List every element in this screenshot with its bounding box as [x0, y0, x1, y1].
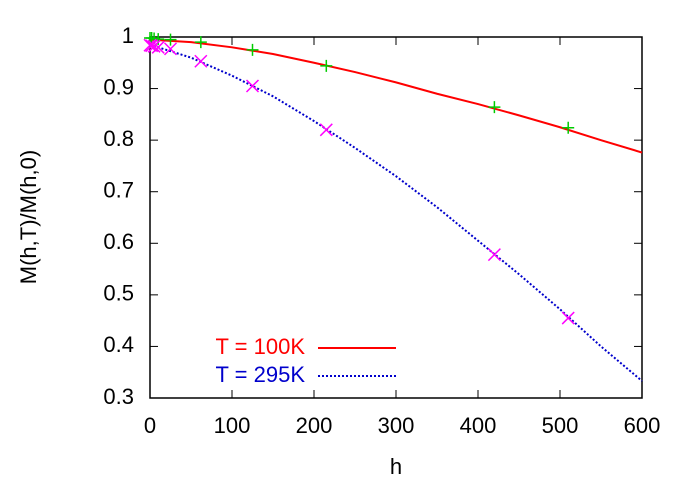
y-axis-label: M(h,T)/M(h,0) [16, 150, 41, 284]
x-tick-label: 100 [214, 413, 251, 438]
x-tick-label: 600 [624, 413, 661, 438]
point-marker [246, 43, 259, 56]
point-marker [488, 101, 501, 114]
point-marker [151, 40, 165, 54]
x-tick-label: 200 [296, 413, 333, 438]
y-tick-label: 0.3 [103, 384, 134, 409]
legend-label: T = 100K [216, 334, 306, 359]
point-marker [245, 79, 260, 93]
y-tick-label: 0.8 [103, 126, 134, 151]
x-tick-label: 0 [144, 413, 156, 438]
y-tick-label: 0.9 [103, 74, 134, 99]
point-marker [164, 33, 177, 46]
x-tick-label: 300 [378, 413, 415, 438]
point-marker [194, 54, 208, 68]
x-tick-label: 400 [460, 413, 497, 438]
y-tick-label: 1 [122, 23, 134, 48]
x-axis-label: h [390, 454, 402, 479]
x-tick-label: 500 [542, 413, 579, 438]
legend-label: T = 295K [216, 362, 306, 387]
point-marker [143, 38, 157, 52]
point-marker [163, 42, 178, 56]
point-marker [194, 36, 207, 49]
point-marker [487, 248, 501, 262]
point-marker [147, 39, 161, 53]
series-line [149, 43, 643, 382]
point-marker [562, 121, 575, 134]
series-line [149, 38, 643, 154]
y-tick-label: 0.6 [103, 229, 134, 254]
y-tick-label: 0.5 [103, 281, 134, 306]
point-marker [319, 123, 333, 137]
y-tick-label: 0.4 [103, 332, 134, 357]
y-tick-label: 0.7 [103, 178, 134, 203]
point-marker [320, 59, 333, 72]
point-marker [561, 311, 575, 325]
